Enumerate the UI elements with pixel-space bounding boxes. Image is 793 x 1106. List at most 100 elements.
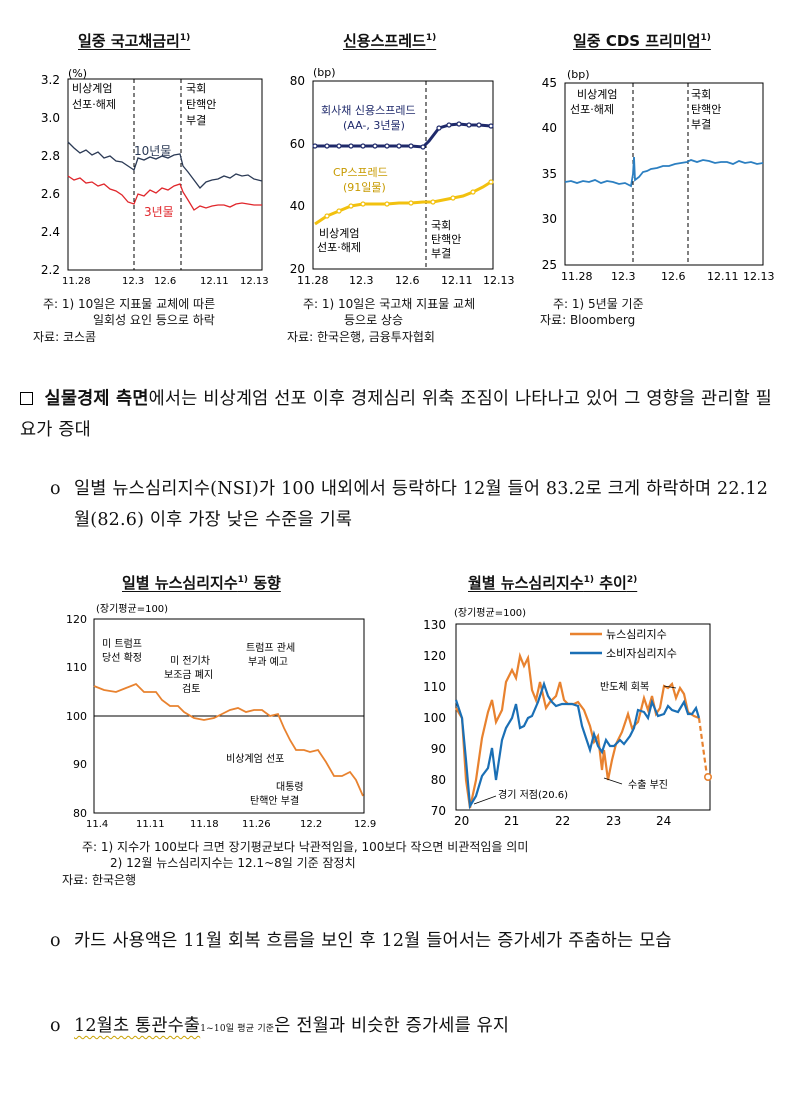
svg-text:탄핵안: 탄핵안 [431, 233, 461, 246]
bond-note-2: 일회성 요인 등으로 하락 [93, 313, 215, 327]
svg-text:부결: 부결 [186, 114, 206, 127]
svg-text:반도체 회복: 반도체 회복 [600, 681, 649, 693]
svg-text:보조금 폐지: 보조금 폐지 [164, 669, 213, 681]
svg-text:미 트럼프: 미 트럼프 [102, 637, 142, 650]
bond-source: 자료: 코스콤 [33, 330, 97, 344]
svg-text:110: 110 [66, 661, 87, 674]
svg-text:11.18: 11.18 [190, 819, 219, 830]
cds-note: 주: 1) 5년물 기준 [553, 297, 644, 311]
bond-3y-line [67, 175, 262, 211]
svg-text:탄핵안 부결: 탄핵안 부결 [250, 795, 299, 807]
svg-text:23: 23 [606, 814, 621, 828]
bullet-o-3: o [50, 1016, 61, 1036]
svg-text:12.3: 12.3 [349, 274, 374, 287]
nsi-footnote-1: 주: 1) 지수가 100보다 크면 장기평균보다 낙관적임을, 100보다 작… [82, 840, 529, 854]
credit-chart-title: 신용스프레드1) [343, 32, 437, 50]
svg-text:30: 30 [542, 212, 557, 226]
cp-line [314, 180, 492, 226]
svg-text:2.8: 2.8 [41, 149, 60, 163]
cds-ann-left: 비상계엄 선포·해제 [570, 88, 617, 116]
nsi-daily-xticks: 11.4 11.11 11.18 11.26 12.2 12.9 [86, 819, 376, 830]
nsi-daily-unit: (장기평균=100) [96, 603, 168, 615]
nsi-daily-yticks: 120 110 100 90 80 [66, 613, 87, 820]
nsi-monthly-endpoint [703, 773, 712, 782]
svg-text:12.13: 12.13 [483, 274, 515, 287]
cds-source: 자료: Bloomberg [540, 313, 636, 327]
para-1: 실물경제 측면에서는 비상계엄 선포 이후 경제심리 위축 조짐이 나타나고 있… [20, 389, 772, 440]
svg-text:11.28: 11.28 [561, 270, 593, 283]
svg-text:3.0: 3.0 [41, 111, 60, 125]
cds-yticks: 45 40 35 30 25 [542, 76, 557, 272]
credit-source: 자료: 한국은행, 금융투자협회 [287, 330, 435, 344]
svg-text:비상계엄: 비상계엄 [72, 82, 112, 95]
svg-text:12.11: 12.11 [707, 270, 739, 283]
para-3: o 카드 사용액은 11월 회복 흐름을 보인 후 12월 들어서는 증가세가 … [50, 926, 778, 957]
para-4: o 12월초 통관수출1~10일 평균 기준은 전월과 비슷한 증가세를 유지 [50, 1011, 778, 1045]
svg-text:40: 40 [290, 199, 305, 213]
cds-chart: (bp) 45 40 35 30 25 비상계엄 선포·해제 국회 탄핵안 부결… [542, 68, 775, 283]
credit-chart: (bp) 80 60 40 20 회사채 신용스프레드 (AA-, 3년물) C… [290, 66, 515, 287]
svg-text:뉴스심리지수: 뉴스심리지수 [606, 628, 667, 641]
svg-text:12.11: 12.11 [200, 276, 229, 287]
para-2: o 일별 뉴스심리지수(NSI)가 100 내외에서 등락하다 12월 들어 8… [50, 474, 778, 536]
svg-text:탄핵안: 탄핵안 [691, 103, 721, 116]
nsi-daily-chart: (장기평균=100) 120 110 100 90 80 미 트럼프 당선 확정… [66, 603, 376, 830]
bond-ann-left: 비상계엄 선포·해제 [72, 82, 116, 111]
svg-text:22: 22 [555, 814, 570, 828]
svg-text:탄핵안: 탄핵안 [186, 98, 216, 111]
svg-text:2.4: 2.4 [41, 225, 60, 239]
svg-text:경기 저점(20.6): 경기 저점(20.6) [498, 788, 568, 801]
svg-text:12.3: 12.3 [122, 276, 144, 287]
svg-text:12.6: 12.6 [661, 270, 686, 283]
svg-text:3.2: 3.2 [41, 73, 60, 87]
svg-text:(91일물): (91일물) [343, 180, 386, 194]
svg-text:11.4: 11.4 [86, 819, 108, 830]
svg-text:11.11: 11.11 [136, 819, 165, 830]
nsi-monthly-line [455, 652, 700, 809]
svg-text:비상계엄: 비상계엄 [319, 227, 359, 240]
svg-text:CP스프레드: CP스프레드 [333, 166, 388, 179]
svg-text:12.2: 12.2 [300, 819, 322, 830]
svg-text:100: 100 [66, 710, 87, 723]
bond-ann-right: 국회 탄핵안 부결 [186, 82, 216, 127]
bond-chart-title: 일중 국고채금리1) [78, 32, 191, 50]
svg-text:수출 부진: 수출 부진 [628, 779, 668, 791]
credit-note-1: 주: 1) 10일은 국고채 지표물 교체 [303, 297, 476, 311]
svg-text:2.6: 2.6 [41, 187, 60, 201]
cds-ann-right: 국회 탄핵안 부결 [691, 88, 721, 131]
bullet-o-2: o [50, 931, 61, 951]
bullet-o: o [50, 479, 61, 499]
credit-xticks: 11.28 12.3 12.6 12.11 12.13 [297, 274, 515, 287]
svg-text:24: 24 [656, 814, 671, 828]
credit-unit: (bp) [313, 66, 336, 79]
credit-note-2: 등으로 상승 [344, 313, 404, 327]
svg-text:12.9: 12.9 [354, 819, 376, 830]
svg-text:부결: 부결 [431, 247, 451, 260]
svg-text:25: 25 [542, 258, 557, 272]
bond-10y-label: 10년물 [134, 144, 171, 158]
credit-yticks: 80 60 40 20 [290, 74, 305, 276]
cds-chart-title: 일중 CDS 프리미엄1) [573, 32, 711, 50]
svg-text:90: 90 [73, 758, 87, 771]
svg-text:110: 110 [423, 680, 446, 694]
cds-unit: (bp) [567, 68, 590, 81]
svg-text:12.6: 12.6 [395, 274, 420, 287]
credit-ann-left: 비상계엄 선포·해제 [317, 227, 361, 254]
nsi-monthly-leaders [473, 685, 677, 805]
svg-text:트럼프 관세: 트럼프 관세 [246, 641, 295, 654]
svg-text:비상계엄: 비상계엄 [577, 88, 617, 101]
bond-yticks: 3.2 3.0 2.8 2.6 2.4 2.2 [41, 73, 60, 277]
svg-text:선포·해제: 선포·해제 [72, 97, 116, 111]
svg-text:(AA-, 3년물): (AA-, 3년물) [343, 119, 405, 132]
svg-text:국회: 국회 [431, 219, 451, 232]
nsi-source: 자료: 한국은행 [62, 873, 137, 887]
svg-text:80: 80 [431, 773, 446, 787]
svg-text:비상계엄 선포: 비상계엄 선포 [226, 753, 284, 765]
svg-text:12.3: 12.3 [611, 270, 636, 283]
svg-text:선포·해제: 선포·해제 [570, 102, 614, 116]
svg-text:소비자심리지수: 소비자심리지수 [606, 647, 677, 660]
svg-text:11.28: 11.28 [62, 276, 91, 287]
bond-chart: (%) 3.2 3.0 2.8 2.6 2.4 2.2 비상계엄 선포·해제 국… [41, 67, 269, 287]
bond-xticks: 11.28 12.3 12.6 12.11 12.13 [62, 276, 269, 287]
credit-ann-right: 국회 탄핵안 부결 [431, 219, 461, 260]
